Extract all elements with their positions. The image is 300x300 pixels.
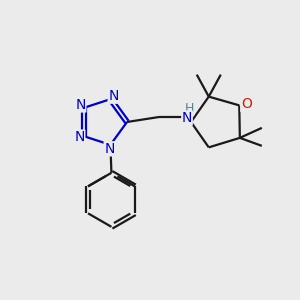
Text: H: H <box>184 103 194 116</box>
Text: N: N <box>74 130 85 144</box>
Text: N: N <box>108 89 118 103</box>
Text: O: O <box>241 98 252 111</box>
Text: N: N <box>182 111 192 125</box>
Text: N: N <box>75 98 86 112</box>
Text: N: N <box>104 142 115 156</box>
